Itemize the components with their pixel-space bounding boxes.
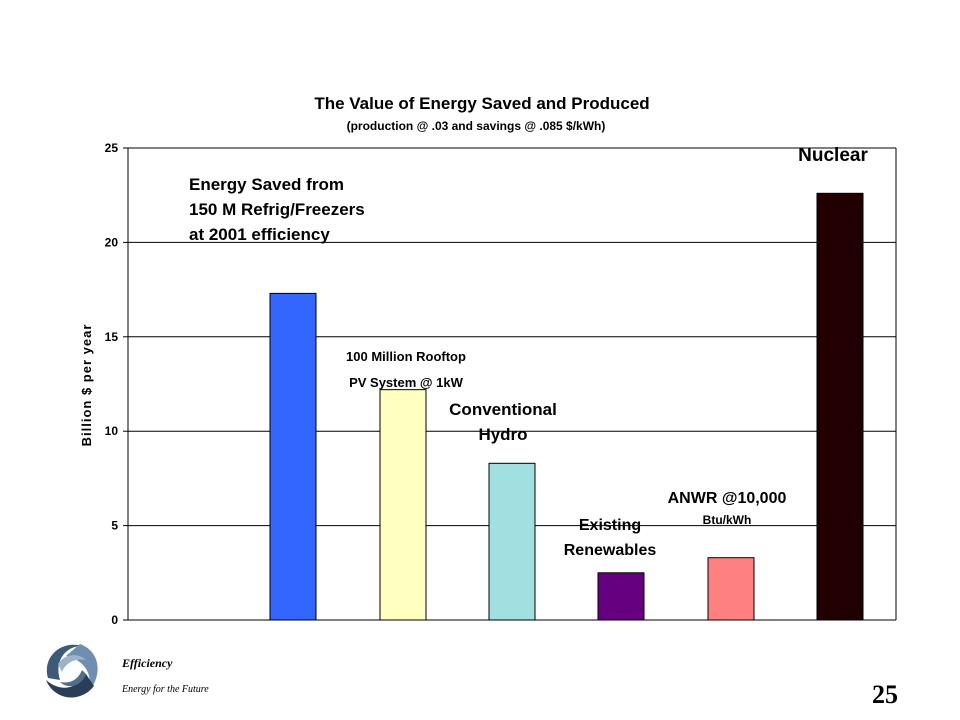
annotation-4-line-1: Existing <box>579 517 641 534</box>
annotation-5-line-2: Btu/kWh <box>703 513 752 527</box>
annotation-1-line-3: at 2001 efficiency <box>189 225 330 244</box>
logo-icon <box>41 639 103 701</box>
y-tick-label: 20 <box>105 235 119 249</box>
bar-3 <box>488 462 536 621</box>
y-tick-label: 15 <box>105 330 119 344</box>
y-axis-label: Billion $ per year <box>79 324 94 447</box>
footer-title: Efficiency <box>122 656 173 670</box>
y-tick-label: 25 <box>105 141 119 155</box>
annotation-2-line-1: 100 Million Rooftop <box>346 349 466 364</box>
axes: 0 5 10 15 20 25 <box>105 141 897 627</box>
annotation-3-line-1: Conventional <box>449 400 557 419</box>
annotation-1-line-1: Energy Saved from <box>189 175 344 194</box>
footer-subtitle: Energy for the Future <box>122 684 209 695</box>
annotation-3-line-2: Hydro <box>478 425 527 444</box>
annotation-1-line-2: 150 M Refrig/Freezers <box>189 200 365 219</box>
bar-5 <box>707 557 755 621</box>
bars <box>269 192 864 621</box>
page-number: 25 <box>872 680 898 709</box>
y-tick-label: 5 <box>111 519 118 533</box>
logo <box>36 634 108 711</box>
annotation-2-line-2: PV System @ 1kW <box>349 375 464 390</box>
annotation-6-line-1: Nuclear <box>798 145 868 166</box>
bar-2 <box>379 389 427 621</box>
bar-6 <box>816 192 864 621</box>
annotation-4-line-2: Renewables <box>564 542 657 559</box>
chart-subtitle: (production @ .03 and savings @ .085 $/k… <box>347 119 606 133</box>
y-tick-label: 10 <box>105 424 119 438</box>
bar-4 <box>597 572 645 621</box>
annotations: Energy Saved from 150 M Refrig/Freezers at… <box>189 145 868 559</box>
bar-1 <box>269 292 317 621</box>
annotation-5-line-1: ANWR @10,000 <box>668 490 787 507</box>
chart-title: The Value of Energy Saved and Produced <box>314 94 649 113</box>
y-tick-label: 0 <box>111 613 118 627</box>
